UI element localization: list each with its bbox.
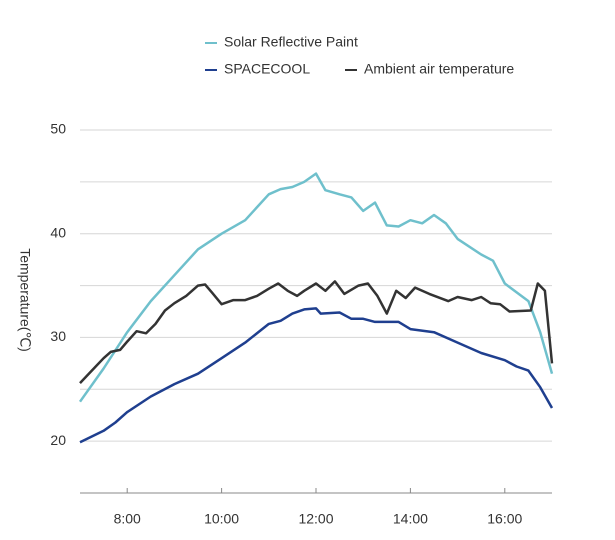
x-tick-label: 10:00 xyxy=(204,511,239,527)
x-tick-label: 14:00 xyxy=(393,511,428,527)
legend-label: Ambient air temperature xyxy=(364,61,514,77)
x-tick-label: 8:00 xyxy=(114,511,141,527)
y-tick-label: 30 xyxy=(50,328,66,344)
y-tick-label: 40 xyxy=(50,224,66,240)
series-line xyxy=(79,280,554,384)
y-tick-label: 50 xyxy=(50,121,66,137)
x-tick-label: 16:00 xyxy=(487,511,522,527)
y-tick-label: 20 xyxy=(50,432,66,448)
legend-label: SPACECOOL xyxy=(224,61,310,77)
series-line xyxy=(78,172,554,403)
y-axis-label: Temperature(℃) xyxy=(17,248,33,352)
series-line xyxy=(79,307,554,444)
x-tick-label: 12:00 xyxy=(298,511,333,527)
legend-label: Solar Reflective Paint xyxy=(224,34,358,50)
